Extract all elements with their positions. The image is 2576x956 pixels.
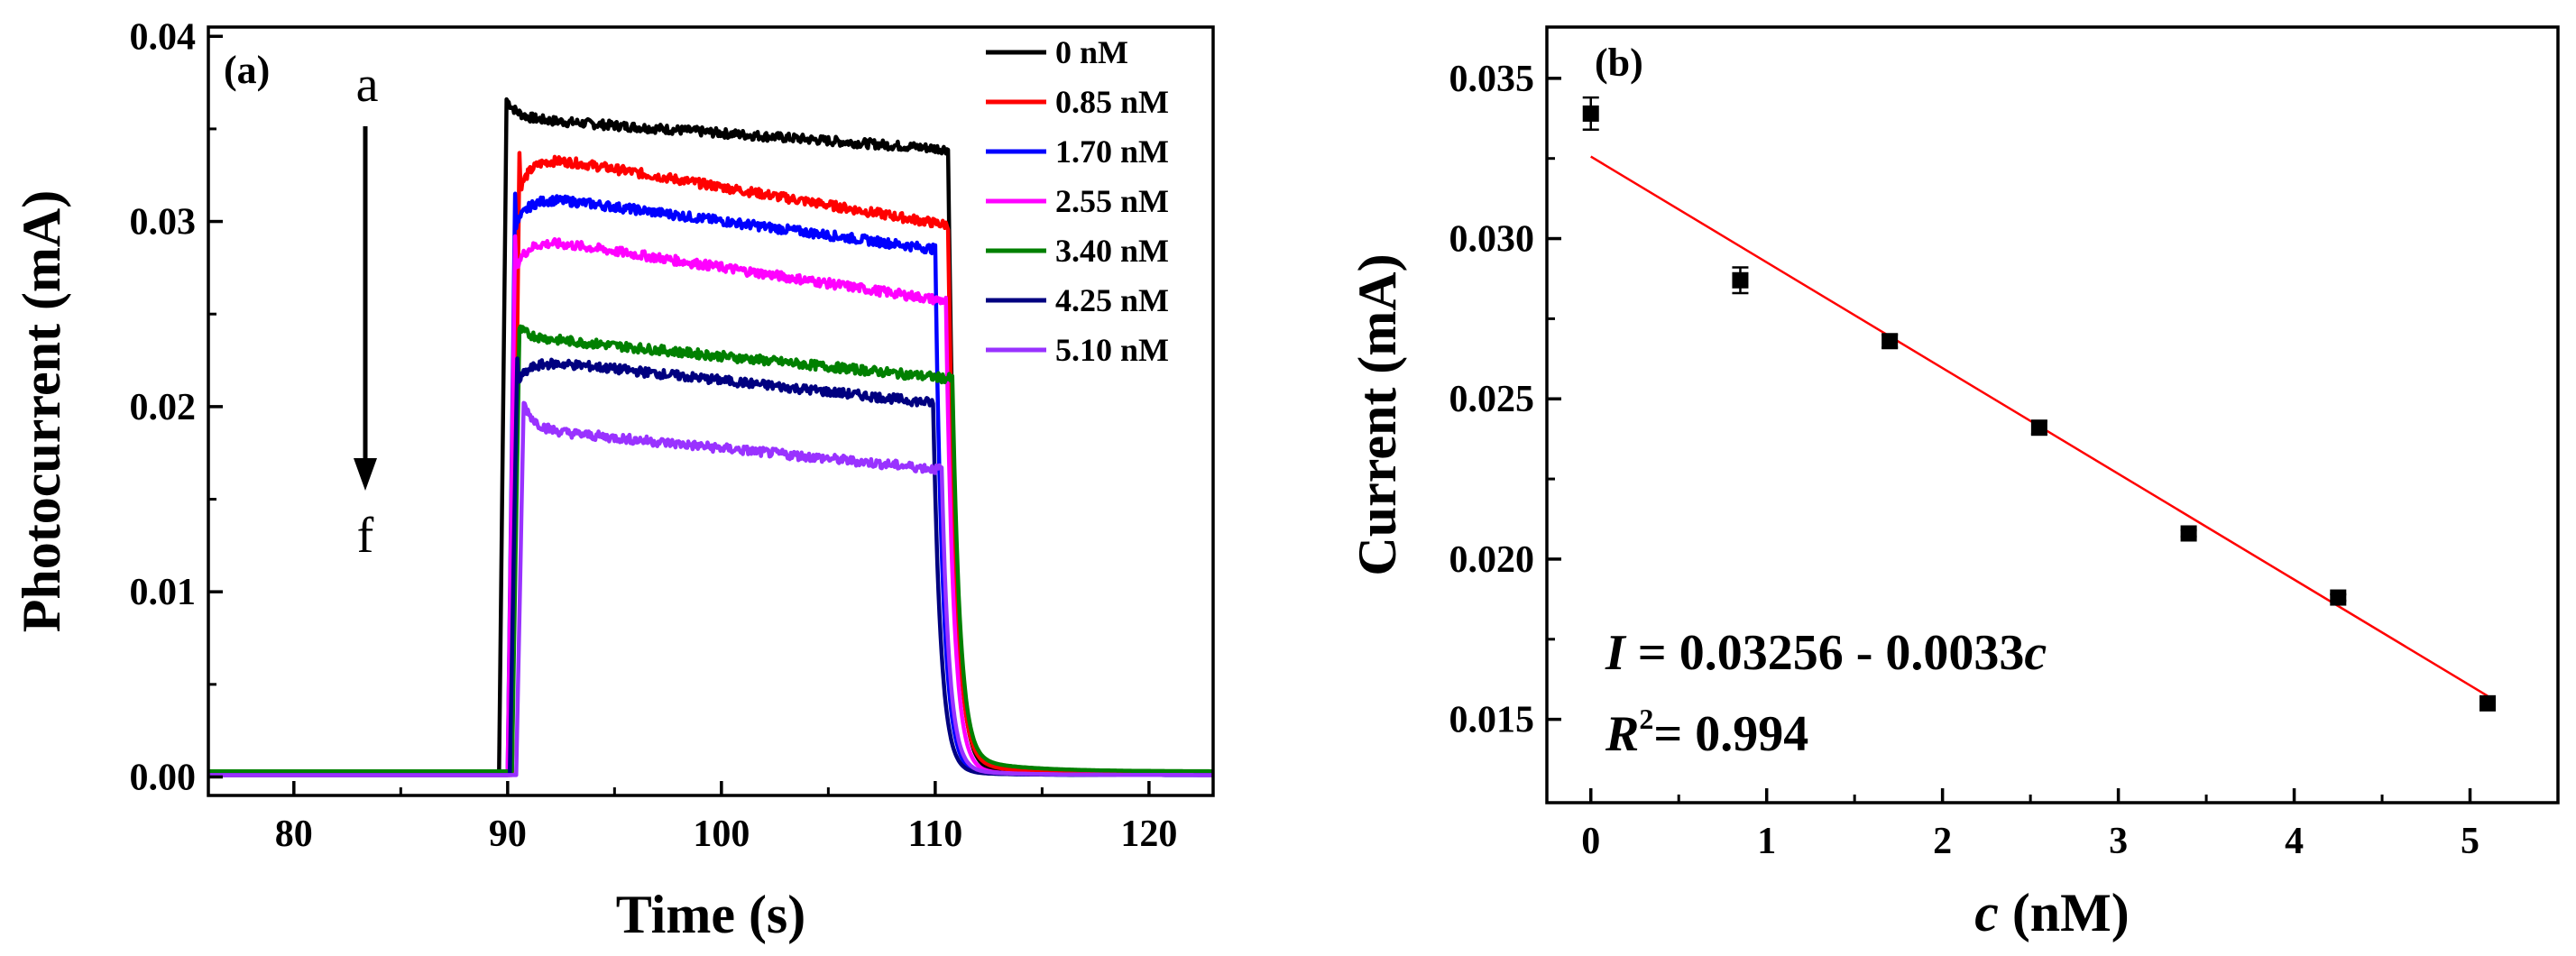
legend-label: 3.40 nM: [1055, 233, 1169, 269]
panel-a-label: (a): [224, 48, 270, 92]
panel-a-legend: 0 nM 0.85 nM 1.70 nM 2.55 nM 3.40 nM 4.25 nM…: [986, 34, 1169, 368]
eq-I: I: [1605, 625, 1627, 681]
data-point: [2479, 694, 2497, 712]
eq-c: c: [2024, 625, 2047, 681]
x-tick-label: 0: [1581, 821, 1600, 862]
legend-label: 5.10 nM: [1055, 332, 1169, 368]
panel-b-ticks: 0 1 2 3 4 5 0.015 0.020 0.025 0.030 0.035: [1449, 59, 2480, 862]
r2-sup: 2: [1639, 703, 1653, 735]
data-point: [2330, 589, 2347, 606]
data-point: [1582, 105, 1599, 122]
x-tick-label: 100: [693, 814, 750, 855]
photocurrent-curve: [207, 324, 1215, 774]
arrow-top-label: a: [356, 57, 379, 113]
r2-value: = 0.994: [1653, 706, 1808, 762]
xlabel-italic: c: [1974, 883, 1999, 942]
panel-a-frame: [207, 25, 1215, 797]
fit-equation: I = 0.03256 - 0.0033c: [1605, 625, 2047, 681]
panel-b: 0 1 2 3 4 5 0.015 0.020 0.025 0.030 0.035 (b) I = …: [1348, 25, 2560, 942]
data-point: [1732, 271, 1749, 289]
x-tick-label: 110: [908, 814, 963, 855]
legend-label: 4.25 nM: [1055, 282, 1169, 318]
panel-b-label: (b): [1595, 41, 1643, 85]
data-point: [2180, 525, 2197, 542]
trend-arrow-head: [354, 458, 377, 491]
y-tick-label: 0.025: [1449, 379, 1535, 420]
y-tick-label: 0.015: [1449, 700, 1535, 741]
y-tick-label: 0.02: [130, 387, 197, 428]
photocurrent-curve: [207, 400, 1215, 777]
panel-b-frame: [1545, 25, 2560, 804]
panel-a-xlabel: Time (s): [616, 885, 806, 944]
eq-body: = 0.03256 - 0.0033: [1625, 625, 2025, 681]
x-tick-label: 80: [275, 814, 313, 855]
panel-a-series: [207, 97, 1215, 777]
xlabel-rest: (nM): [1999, 883, 2130, 942]
r2-R: R: [1605, 706, 1639, 762]
panel-b-points: [1582, 96, 2497, 712]
y-tick-label: 0.020: [1449, 539, 1535, 581]
panel-b-ylabel: Current (mA): [1348, 253, 1407, 575]
legend-label: 2.55 nM: [1055, 183, 1169, 219]
legend-label: 0.85 nM: [1055, 84, 1169, 120]
x-tick-label: 3: [2109, 821, 2128, 862]
x-tick-label: 1: [1757, 821, 1776, 862]
x-tick-label: 2: [1933, 821, 1952, 862]
y-tick-label: 0.01: [130, 572, 197, 613]
y-tick-label: 0.035: [1449, 59, 1535, 100]
y-tick-label: 0.00: [130, 757, 197, 798]
panel-b-xlabel: c (nM): [1974, 883, 2130, 942]
panel-a-ylabel: Photocurrent (mA): [12, 190, 71, 632]
arrow-bottom-label: f: [357, 508, 374, 564]
photocurrent-curve: [207, 191, 1215, 777]
panel-a-ticks: 80 90 100 110 120 0.00 0.01 0.02 0.03 0.04: [130, 16, 1178, 855]
x-tick-label: 4: [2285, 821, 2304, 862]
data-point: [1881, 333, 1899, 350]
y-tick-label: 0.03: [130, 202, 197, 244]
x-tick-label: 120: [1120, 814, 1177, 855]
r-squared: R2= 0.994: [1605, 703, 1808, 762]
legend-label: 1.70 nM: [1055, 133, 1169, 170]
x-tick-label: 5: [2461, 821, 2479, 862]
y-tick-label: 0.04: [130, 16, 197, 58]
x-tick-label: 90: [489, 814, 527, 855]
legend-label: 0 nM: [1055, 34, 1128, 70]
data-point: [2030, 419, 2047, 437]
y-tick-label: 0.030: [1449, 219, 1535, 261]
photocurrent-curve: [207, 356, 1215, 777]
